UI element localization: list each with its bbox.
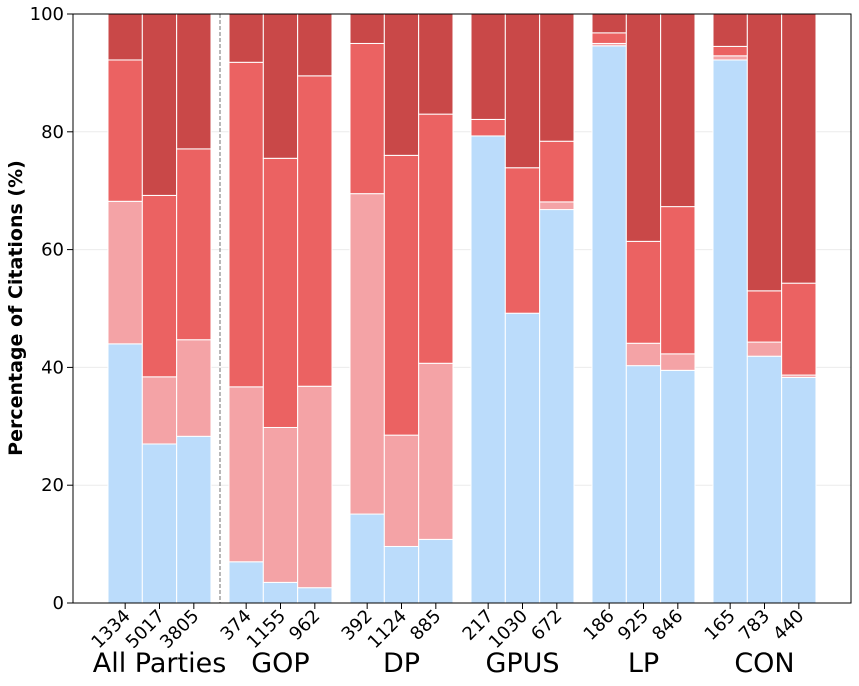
group-label: DP (383, 648, 420, 679)
x-tick-label: 165 (701, 606, 740, 645)
bar-segment (141, 376, 178, 445)
bar-segment (625, 365, 662, 604)
bar-segment (297, 587, 333, 604)
y-tick-label: 0 (53, 593, 64, 614)
y-tick-label: 60 (41, 240, 64, 261)
bars (107, 13, 817, 604)
group-label: CON (734, 648, 794, 679)
bar-segment (539, 13, 575, 142)
bar-segment (418, 538, 454, 604)
bar-segment (297, 385, 333, 589)
x-tick-label: 962 (285, 606, 324, 645)
bar-segment (383, 545, 420, 604)
bar-segment (349, 513, 385, 604)
bar-segment (746, 290, 783, 343)
bar-segment (781, 282, 817, 376)
x-tick-label: 440 (769, 606, 808, 645)
x-tick-label: 1155 (243, 606, 290, 653)
bar-segment (107, 200, 143, 345)
bar-segment (262, 426, 299, 583)
bar-segment (262, 581, 299, 604)
bar-segment (107, 343, 143, 604)
bar-segment (418, 113, 454, 364)
bar-segment (107, 59, 143, 202)
bar-segment (712, 55, 748, 61)
bar-segment (625, 342, 662, 367)
bar-segment (297, 13, 333, 77)
plot-frame (72, 13, 852, 604)
bar-segment (660, 369, 696, 604)
bar-segment (228, 561, 264, 604)
bar-segment (660, 206, 696, 355)
y-axis-label: Percentage of Citations (%) (5, 160, 27, 456)
x-tick-label: 885 (406, 606, 445, 645)
bar-segment (712, 13, 748, 47)
bar-segment (228, 61, 264, 388)
bar-segment (107, 13, 143, 61)
bar-segment (228, 13, 264, 63)
bar-segment (781, 13, 817, 284)
bar-segment (781, 376, 817, 604)
x-tick-label: 672 (527, 606, 566, 645)
x-tick-label: 3805 (156, 606, 203, 653)
y-tick-label: 40 (41, 357, 64, 378)
bar-segment (539, 209, 575, 604)
bar-segment (176, 435, 212, 604)
bar-segment (470, 118, 506, 137)
bar-segment (418, 362, 454, 540)
bar-segment (591, 13, 627, 34)
y-tick-label: 80 (41, 122, 64, 143)
bar-segment (470, 135, 506, 604)
x-tick-label: 846 (648, 606, 687, 645)
y-tick-label: 20 (41, 475, 64, 496)
bar-segment (504, 13, 541, 169)
group-label: All Parties (93, 648, 227, 679)
bar-segment (746, 341, 783, 357)
x-tick-label: 925 (614, 606, 653, 645)
bar-segment (383, 434, 420, 547)
bar-segment (504, 167, 541, 314)
bar-segment (470, 13, 506, 120)
group-label: GOP (251, 648, 309, 679)
group-label: GPUS (485, 648, 559, 679)
bar-segment (712, 59, 748, 604)
y-tick-label: 100 (30, 4, 64, 25)
bar-segment (262, 13, 299, 159)
bar-segment (746, 355, 783, 604)
bar-segment (228, 386, 264, 563)
bar-segment (262, 157, 299, 428)
bar-segment (141, 194, 178, 378)
bar-segment (625, 240, 662, 344)
x-tick-label: 1124 (364, 606, 411, 653)
bar-segment (383, 13, 420, 156)
bar-segment (349, 193, 385, 515)
bar-segment (176, 148, 212, 341)
x-tick-label: 186 (580, 606, 619, 645)
bar-segment (746, 13, 783, 292)
bar-segment (383, 154, 420, 436)
bar-segment (660, 13, 696, 208)
bar-segment (539, 201, 575, 211)
group-label: LP (628, 648, 659, 679)
x-tick-label: 783 (735, 606, 774, 645)
bar-segment (141, 443, 178, 604)
bar-segment (539, 140, 575, 203)
x-tick-label: 1030 (485, 606, 532, 653)
bar-segment (504, 312, 541, 604)
bar-segment (418, 13, 454, 115)
bar-segment (712, 45, 748, 57)
bar-segment (141, 13, 178, 196)
bar-segment (176, 13, 212, 150)
bar-segment (349, 13, 385, 44)
bar-segment (176, 339, 212, 437)
bar-segment (349, 42, 385, 195)
bar-segment (660, 353, 696, 371)
bar-segment (297, 75, 333, 387)
x-tick-label: 1334 (87, 606, 134, 653)
bar-segment (625, 13, 662, 242)
bar-segment (591, 32, 627, 44)
bar-segment (591, 45, 627, 604)
x-tick-label: 5017 (122, 606, 169, 653)
